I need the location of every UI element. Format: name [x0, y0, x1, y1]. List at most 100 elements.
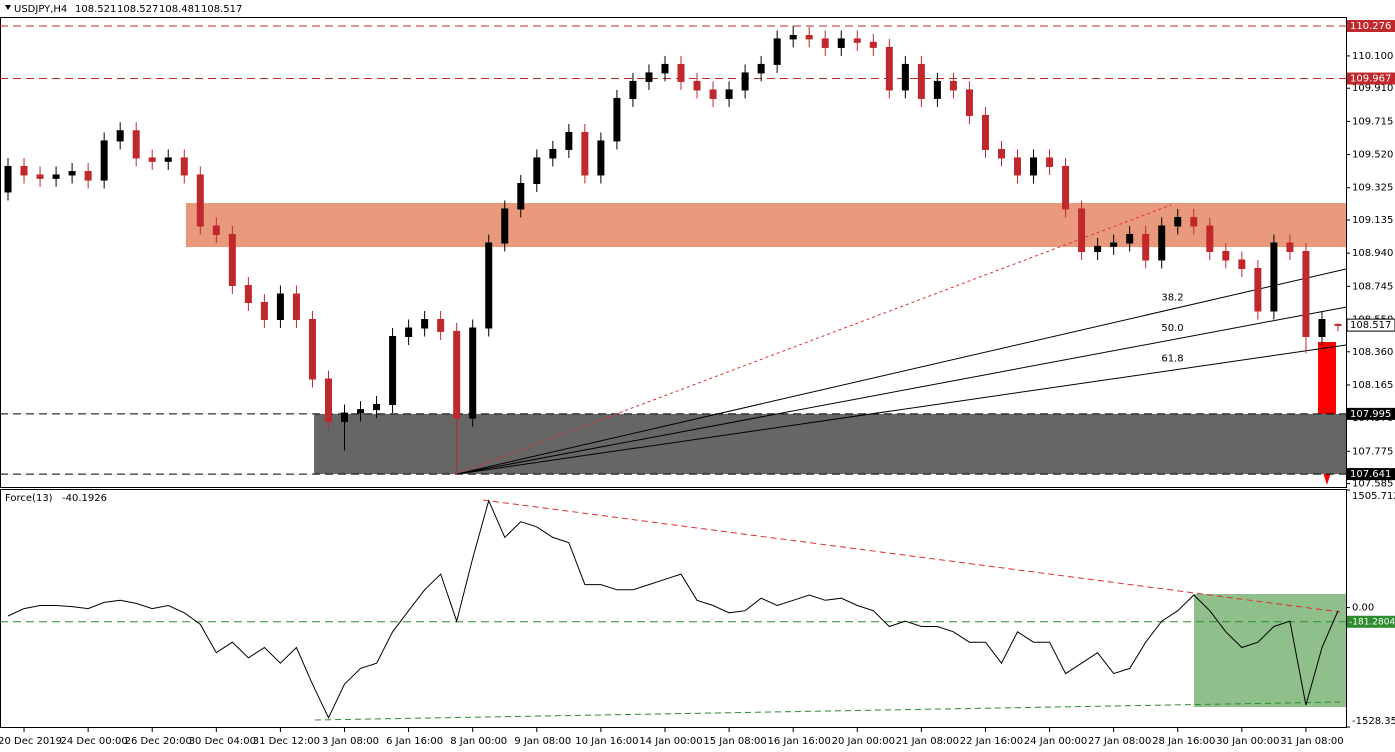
- candle-body: [1254, 267, 1262, 312]
- ohlc-close: 108.517: [201, 4, 242, 15]
- candle-body: [36, 174, 44, 179]
- candle-body: [965, 89, 973, 116]
- candle-body: [1142, 233, 1150, 261]
- candle-body: [100, 140, 108, 181]
- candle-body: [180, 157, 188, 176]
- candle-body: [469, 327, 477, 419]
- candle-body: [405, 327, 413, 338]
- candle-body: [917, 63, 925, 99]
- candle-body: [805, 35, 813, 40]
- y-tick-label: 109.520: [1352, 150, 1393, 161]
- candle-body: [373, 404, 381, 411]
- force-title: Force(13): [5, 493, 53, 504]
- x-tick-label: 24 Dec 00:00: [60, 736, 127, 747]
- x-tick-label: 16 Jan 16:00: [768, 736, 831, 747]
- trend-line: [456, 204, 1172, 475]
- candle-body: [517, 182, 525, 210]
- x-tick-label: 26 Dec 20:00: [125, 736, 192, 747]
- y-tick-label: 110.100: [1352, 51, 1393, 62]
- candle-body: [453, 330, 461, 419]
- candle-body: [1014, 157, 1022, 176]
- fan-label: 38.2: [1161, 292, 1183, 303]
- candle-body: [437, 319, 445, 332]
- force-trend-red: [482, 499, 1341, 613]
- level-label: 110.276: [1350, 21, 1391, 32]
- candle-body: [789, 35, 797, 40]
- candle-body: [1238, 259, 1246, 269]
- level-label-bg: [1347, 468, 1395, 481]
- candle-body: [244, 284, 252, 303]
- candle-body: [357, 409, 365, 414]
- level-label: 107.641: [1350, 469, 1391, 480]
- price-label-bg: [1346, 318, 1395, 332]
- candle-body: [1190, 216, 1198, 227]
- candle-body: [276, 293, 284, 320]
- candle-body: [308, 319, 316, 380]
- current-price-label: 108.517: [1350, 320, 1391, 331]
- y-tick-label: 108.165: [1352, 380, 1393, 391]
- x-tick-label: 30 Jan 00:00: [1216, 736, 1279, 747]
- candle-body: [933, 80, 941, 99]
- candle-body: [533, 157, 541, 184]
- level-label-bg: [1347, 407, 1395, 420]
- force-zone: [1194, 594, 1346, 707]
- zone: [185, 203, 1346, 248]
- candle-body: [260, 301, 268, 321]
- level-label-bg: [1347, 72, 1395, 85]
- candle-body: [709, 89, 717, 99]
- y-tick-label: 109.135: [1352, 215, 1393, 226]
- x-tick-label: 22 Jan 16:00: [960, 736, 1023, 747]
- candle-body: [677, 63, 685, 82]
- candle-body: [324, 378, 332, 423]
- candle-body: [1206, 225, 1214, 252]
- candle-body: [148, 157, 156, 162]
- y-tick-label: 109.325: [1352, 183, 1393, 194]
- candle-body: [613, 97, 621, 142]
- candle-body: [1110, 242, 1118, 247]
- force-trend-green: [314, 701, 1341, 721]
- candle-body: [869, 41, 877, 48]
- force-y-tick-label: 1505.7129: [1352, 491, 1395, 502]
- x-tick-label: 31 Dec 12:00: [253, 736, 320, 747]
- candle-body: [20, 165, 28, 176]
- fan-line: [456, 268, 1347, 475]
- candle-body: [1270, 242, 1278, 312]
- x-tick-label: 6 Jan 16:00: [386, 736, 443, 747]
- candle-body: [389, 336, 397, 406]
- ohlc-open: 108.521: [75, 4, 116, 15]
- ohlc-low: 108.481: [159, 4, 200, 15]
- candle-body: [693, 80, 701, 91]
- price-panel: [0, 17, 1347, 488]
- candle-body: [52, 174, 60, 179]
- candle-body: [1046, 157, 1054, 167]
- y-tick-label: 108.940: [1352, 248, 1393, 259]
- candle-body: [116, 130, 124, 142]
- menu-icon: [5, 5, 11, 10]
- candle-body: [1222, 250, 1230, 261]
- force-level-bg: [1347, 615, 1395, 628]
- x-tick-label: 20 Jan 00:00: [832, 736, 895, 747]
- candle-body: [1174, 216, 1182, 227]
- candle-body: [164, 157, 172, 162]
- y-tick-label: 109.715: [1352, 116, 1393, 127]
- fan-line: [456, 306, 1347, 475]
- force-y-tick-label: -1528.357: [1352, 716, 1395, 727]
- x-tick-label: 30 Dec 04:00: [189, 736, 256, 747]
- y-tick-label: 107.775: [1352, 446, 1393, 457]
- candle-body: [661, 63, 669, 74]
- candle-body: [84, 171, 92, 181]
- level-label: 109.967: [1350, 74, 1391, 85]
- candle-body: [485, 242, 493, 329]
- candle-body: [1302, 250, 1310, 338]
- x-tick-label: 24 Jan 00:00: [1024, 736, 1087, 747]
- candle-body: [1318, 319, 1326, 338]
- y-tick-label: 108.360: [1352, 347, 1393, 358]
- x-tick-label: 10 Jan 16:00: [575, 736, 638, 747]
- candle-body: [821, 38, 829, 48]
- candle-body: [1158, 225, 1166, 261]
- candle-body: [549, 148, 557, 159]
- candle-body: [1062, 165, 1070, 210]
- symbol-title: USDJPY,H4: [14, 4, 67, 15]
- candle-body: [597, 140, 605, 176]
- candle-body: [901, 63, 909, 91]
